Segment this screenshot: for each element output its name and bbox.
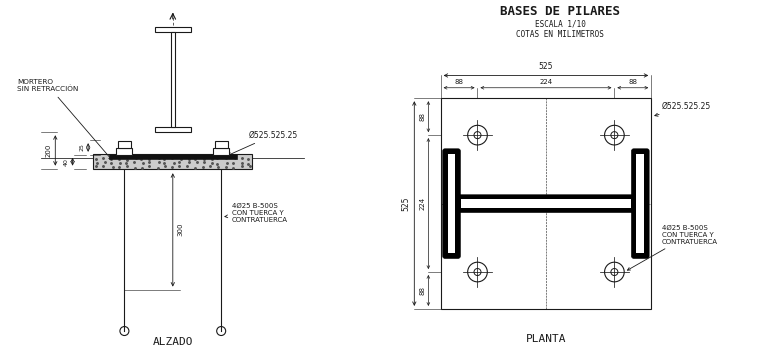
Text: 88: 88 <box>628 79 637 85</box>
Text: PLANTA: PLANTA <box>525 334 566 344</box>
Text: COTAS EN MILIMETROS: COTAS EN MILIMETROS <box>516 30 604 39</box>
Bar <box>170 32 175 127</box>
Text: Ø525.525.25: Ø525.525.25 <box>228 131 298 155</box>
Text: ALZADO: ALZADO <box>153 337 193 346</box>
Bar <box>441 98 651 309</box>
Text: MORTERO
SIN RETRACCIÓN: MORTERO SIN RETRACCIÓN <box>17 79 111 160</box>
Bar <box>214 148 229 155</box>
Text: 525: 525 <box>402 196 411 211</box>
Text: 224: 224 <box>539 79 552 85</box>
Bar <box>461 199 631 208</box>
Text: BASES DE PILARES: BASES DE PILARES <box>500 5 620 18</box>
Text: 40: 40 <box>64 158 69 166</box>
Bar <box>214 141 228 148</box>
FancyBboxPatch shape <box>442 149 460 258</box>
Text: 4Ø25 B-500S
CON TUERCA Y
CONTRATUERCA: 4Ø25 B-500S CON TUERCA Y CONTRATUERCA <box>225 203 287 223</box>
Text: 200: 200 <box>45 144 51 157</box>
Text: 88: 88 <box>419 112 425 121</box>
Text: 224: 224 <box>419 197 425 210</box>
Bar <box>117 148 132 155</box>
Text: 25: 25 <box>80 144 84 151</box>
Bar <box>637 154 644 253</box>
Text: 88: 88 <box>419 286 425 295</box>
Bar <box>154 27 191 32</box>
Text: 88: 88 <box>455 79 464 85</box>
Text: 300: 300 <box>177 222 183 236</box>
Bar <box>94 154 252 168</box>
Text: ESCALA 1/10: ESCALA 1/10 <box>535 19 585 28</box>
Text: 525: 525 <box>538 62 553 71</box>
Bar <box>154 127 191 132</box>
FancyBboxPatch shape <box>631 149 649 258</box>
Text: 4Ø25 B-500S
CON TUERCA Y
CONTRATUERCA: 4Ø25 B-500S CON TUERCA Y CONTRATUERCA <box>627 225 718 270</box>
Bar <box>118 141 131 148</box>
Bar <box>109 154 237 159</box>
FancyBboxPatch shape <box>456 195 635 212</box>
Bar <box>448 154 455 253</box>
Text: Ø525.525.25: Ø525.525.25 <box>655 102 711 116</box>
